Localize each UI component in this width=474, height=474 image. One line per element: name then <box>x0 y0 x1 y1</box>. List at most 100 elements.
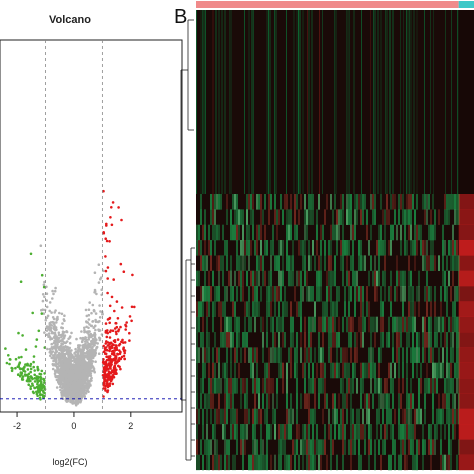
heatmap-cell <box>226 454 228 471</box>
heatmap-cell <box>208 332 210 348</box>
heatmap-column-stripe <box>349 10 350 194</box>
volcano-point <box>68 360 71 364</box>
heatmap-cell <box>458 301 474 317</box>
heatmap-cell <box>236 332 238 348</box>
heatmap-cell <box>342 408 344 425</box>
heatmap-cell <box>354 270 356 287</box>
heatmap-cell <box>246 408 248 425</box>
heatmap-cell <box>272 408 274 425</box>
volcano-point <box>31 377 34 381</box>
heatmap-cell <box>440 454 442 471</box>
volcano-point <box>90 335 93 339</box>
heatmap-cell <box>282 255 284 271</box>
heatmap-cell <box>458 332 474 348</box>
heatmap-cell <box>248 224 250 241</box>
heatmap-cell <box>306 347 308 363</box>
volcano-point <box>98 316 102 319</box>
volcano-point <box>83 326 86 330</box>
heatmap-cell <box>362 362 364 379</box>
heatmap-cell <box>322 378 324 394</box>
heatmap-cell <box>428 316 430 333</box>
heatmap-cell <box>308 332 310 348</box>
volcano-point <box>76 379 79 383</box>
heatmap-cell <box>234 316 236 333</box>
heatmap-cell <box>432 194 434 210</box>
heatmap-cell <box>274 301 276 317</box>
volcano-point <box>83 368 87 371</box>
heatmap-cell <box>374 454 376 471</box>
heatmap-cell <box>374 270 376 287</box>
heatmap-cell <box>330 332 332 348</box>
heatmap-cell <box>222 424 224 440</box>
heatmap-cell <box>436 362 438 379</box>
heatmap-cell <box>338 393 340 409</box>
volcano-title: Volcano <box>49 14 91 26</box>
heatmap-cell <box>290 393 292 409</box>
heatmap-cell <box>426 209 428 225</box>
volcano-point <box>72 371 75 374</box>
heatmap-cell <box>308 393 310 409</box>
heatmap-cell <box>196 378 198 394</box>
heatmap-cell <box>332 332 334 348</box>
heatmap-cell <box>284 194 286 210</box>
heatmap-cell <box>358 424 360 440</box>
volcano-point <box>20 371 24 375</box>
heatmap-cell <box>226 347 228 363</box>
heatmap-cell <box>340 408 342 425</box>
volcano-point <box>32 355 36 358</box>
heatmap-cell <box>366 301 368 317</box>
heatmap-cell <box>350 194 352 210</box>
heatmap-cell <box>350 224 352 241</box>
heatmap-cell <box>256 224 258 241</box>
heatmap-cell <box>318 439 320 455</box>
heatmap-cell <box>256 286 258 302</box>
heatmap-cell <box>414 424 416 440</box>
heatmap-cell <box>376 270 378 287</box>
volcano-point <box>35 390 38 394</box>
heatmap-cell <box>324 240 326 256</box>
heatmap-cell <box>262 316 264 333</box>
volcano-point <box>41 383 45 387</box>
heatmap-column-stripe <box>334 10 335 194</box>
heatmap-cell <box>282 439 284 455</box>
volcano-point <box>81 337 84 340</box>
heatmap-cell <box>254 408 256 425</box>
volcano-point <box>59 339 62 343</box>
heatmap-cell <box>296 301 298 317</box>
heatmap-cell <box>422 439 424 455</box>
heatmap-cell <box>444 270 446 287</box>
volcano-point <box>89 374 93 378</box>
volcano-point <box>81 383 85 387</box>
heatmap-cell <box>374 194 376 210</box>
heatmap-cell <box>418 270 420 287</box>
volcano-point <box>53 289 57 293</box>
heatmap-cell <box>442 347 444 363</box>
heatmap-column-stripe <box>353 10 355 194</box>
heatmap-cell <box>320 255 322 271</box>
heatmap-cell <box>218 362 220 379</box>
volcano-point <box>55 318 59 322</box>
heatmap-cell <box>224 378 226 394</box>
volcano-point <box>60 367 63 371</box>
heatmap-cell <box>336 224 338 241</box>
heatmap-cell <box>392 347 394 363</box>
heatmap-cell <box>272 393 274 409</box>
volcano-point <box>81 372 85 376</box>
volcano-point <box>33 373 36 377</box>
heatmap-cell <box>312 286 314 302</box>
heatmap-cell <box>408 393 410 409</box>
volcano-point <box>88 323 91 326</box>
heatmap-column-stripe <box>230 10 232 194</box>
heatmap-cell <box>402 286 404 302</box>
volcano-point <box>42 283 46 287</box>
heatmap-cell <box>328 424 330 440</box>
volcano-point <box>122 354 126 358</box>
heatmap-cell <box>230 255 232 271</box>
heatmap-cell <box>362 194 364 210</box>
volcano-point <box>29 367 33 371</box>
heatmap-cell <box>224 332 226 348</box>
heatmap-cell <box>456 240 458 256</box>
heatmap-cell <box>320 316 322 333</box>
heatmap-cell <box>262 439 264 455</box>
heatmap-cell <box>398 378 400 394</box>
